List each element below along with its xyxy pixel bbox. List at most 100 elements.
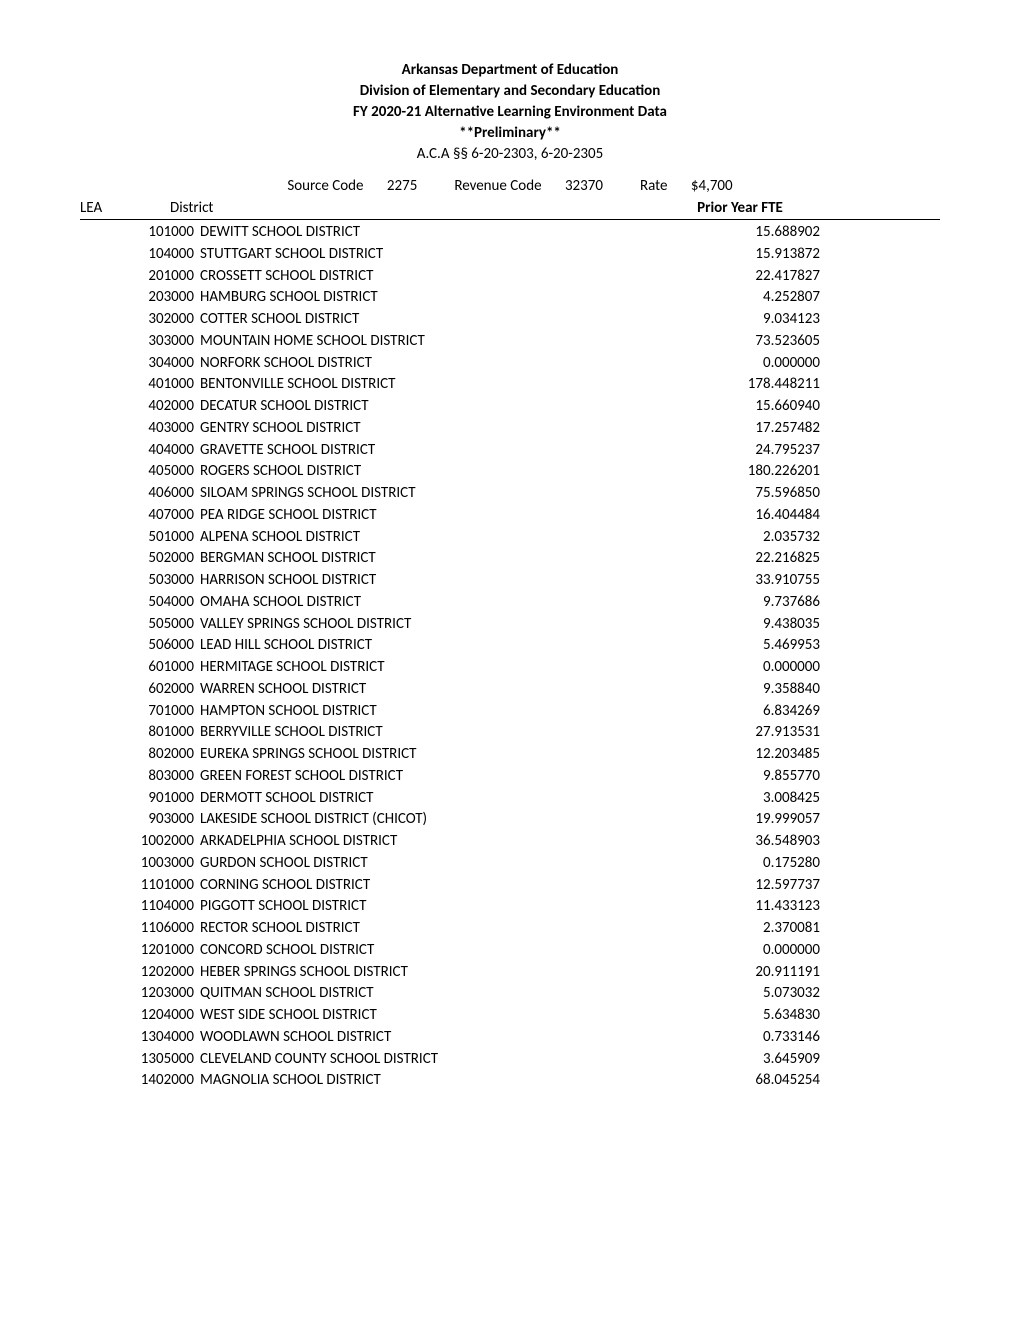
cell-lea: 203000 — [80, 287, 200, 309]
cell-lea: 302000 — [80, 309, 200, 331]
cell-fte: 19.999057 — [650, 809, 860, 831]
cell-fte: 9.438035 — [650, 614, 860, 636]
cell-fte: 0.733146 — [650, 1027, 860, 1049]
cell-lea: 1106000 — [80, 918, 200, 940]
rate-value: $4,700 — [691, 177, 733, 195]
table-row: 701000HAMPTON SCHOOL DISTRICT6.834269 — [80, 701, 940, 723]
table-row: 304000NORFORK SCHOOL DISTRICT0.000000 — [80, 353, 940, 375]
source-code-value: 2275 — [387, 177, 417, 195]
cell-fte: 12.597737 — [650, 875, 860, 897]
table-row: 1104000PIGGOTT SCHOOL DISTRICT11.433123 — [80, 896, 940, 918]
header-title-2: Division of Elementary and Secondary Edu… — [80, 81, 940, 102]
cell-district: HAMBURG SCHOOL DISTRICT — [200, 287, 650, 309]
table-row: 1201000CONCORD SCHOOL DISTRICT0.000000 — [80, 940, 940, 962]
cell-lea: 901000 — [80, 788, 200, 810]
cell-district: GENTRY SCHOOL DISTRICT — [200, 418, 650, 440]
header-statute: A.C.A §§ 6-20-2303, 6-20-2305 — [80, 144, 940, 165]
cell-fte: 15.913872 — [650, 244, 860, 266]
table-row: 502000BERGMAN SCHOOL DISTRICT22.216825 — [80, 548, 940, 570]
cell-fte: 20.911191 — [650, 962, 860, 984]
cell-district: GURDON SCHOOL DISTRICT — [200, 853, 650, 875]
table-row: 402000DECATUR SCHOOL DISTRICT15.660940 — [80, 396, 940, 418]
cell-fte: 178.448211 — [650, 374, 860, 396]
table-row: 401000BENTONVILLE SCHOOL DISTRICT178.448… — [80, 374, 940, 396]
cell-lea: 1305000 — [80, 1049, 200, 1071]
cell-district: CLEVELAND COUNTY SCHOOL DISTRICT — [200, 1049, 650, 1071]
cell-district: STUTTGART SCHOOL DISTRICT — [200, 244, 650, 266]
cell-district: PIGGOTT SCHOOL DISTRICT — [200, 896, 650, 918]
cell-lea: 803000 — [80, 766, 200, 788]
cell-lea: 1002000 — [80, 831, 200, 853]
cell-lea: 505000 — [80, 614, 200, 636]
cell-district: ALPENA SCHOOL DISTRICT — [200, 527, 650, 549]
cell-district: HARRISON SCHOOL DISTRICT — [200, 570, 650, 592]
cell-lea: 101000 — [80, 222, 200, 244]
cell-lea: 1202000 — [80, 962, 200, 984]
source-code-label: Source Code — [287, 177, 363, 195]
cell-fte: 16.404484 — [650, 505, 860, 527]
table-row: 404000GRAVETTE SCHOOL DISTRICT24.795237 — [80, 440, 940, 462]
cell-fte: 5.634830 — [650, 1005, 860, 1027]
cell-fte: 5.073032 — [650, 983, 860, 1005]
table-row: 1003000GURDON SCHOOL DISTRICT0.175280 — [80, 853, 940, 875]
cell-fte: 3.645909 — [650, 1049, 860, 1071]
column-header-lea: LEA — [80, 199, 130, 217]
table-row: 1002000ARKADELPHIA SCHOOL DISTRICT36.548… — [80, 831, 940, 853]
table-row: 1203000QUITMAN SCHOOL DISTRICT5.073032 — [80, 983, 940, 1005]
table-row: 1402000MAGNOLIA SCHOOL DISTRICT68.045254 — [80, 1070, 940, 1092]
revenue-code-label: Revenue Code — [454, 177, 541, 195]
table-row: 303000MOUNTAIN HOME SCHOOL DISTRICT73.52… — [80, 331, 940, 353]
cell-district: HAMPTON SCHOOL DISTRICT — [200, 701, 650, 723]
header-title-1: Arkansas Department of Education — [80, 60, 940, 81]
cell-fte: 73.523605 — [650, 331, 860, 353]
table-row: 405000ROGERS SCHOOL DISTRICT180.226201 — [80, 461, 940, 483]
rate-label: Rate — [640, 177, 668, 195]
cell-fte: 0.000000 — [650, 940, 860, 962]
table-row: 101000DEWITT SCHOOL DISTRICT15.688902 — [80, 222, 940, 244]
cell-district: RECTOR SCHOOL DISTRICT — [200, 918, 650, 940]
cell-district: SILOAM SPRINGS SCHOOL DISTRICT — [200, 483, 650, 505]
table-row: 1204000WEST SIDE SCHOOL DISTRICT5.634830 — [80, 1005, 940, 1027]
cell-lea: 502000 — [80, 548, 200, 570]
cell-fte: 0.000000 — [650, 353, 860, 375]
document-header: Arkansas Department of Education Divisio… — [80, 60, 940, 165]
table-row: 503000HARRISON SCHOOL DISTRICT33.910755 — [80, 570, 940, 592]
table-row: 505000VALLEY SPRINGS SCHOOL DISTRICT9.43… — [80, 614, 940, 636]
cell-fte: 2.370081 — [650, 918, 860, 940]
cell-fte: 0.175280 — [650, 853, 860, 875]
cell-lea: 303000 — [80, 331, 200, 353]
cell-lea: 406000 — [80, 483, 200, 505]
cell-district: MOUNTAIN HOME SCHOOL DISTRICT — [200, 331, 650, 353]
cell-lea: 1104000 — [80, 896, 200, 918]
table-row: 803000GREEN FOREST SCHOOL DISTRICT9.8557… — [80, 766, 940, 788]
cell-lea: 503000 — [80, 570, 200, 592]
cell-district: WOODLAWN SCHOOL DISTRICT — [200, 1027, 650, 1049]
cell-fte: 0.000000 — [650, 657, 860, 679]
table-row: 201000CROSSETT SCHOOL DISTRICT22.417827 — [80, 266, 940, 288]
table-row: 1202000HEBER SPRINGS SCHOOL DISTRICT20.9… — [80, 962, 940, 984]
table-row: 203000HAMBURG SCHOOL DISTRICT4.252807 — [80, 287, 940, 309]
table-row: 406000SILOAM SPRINGS SCHOOL DISTRICT75.5… — [80, 483, 940, 505]
cell-district: CROSSETT SCHOOL DISTRICT — [200, 266, 650, 288]
cell-district: LAKESIDE SCHOOL DISTRICT (CHICOT) — [200, 809, 650, 831]
table-row: 302000COTTER SCHOOL DISTRICT9.034123 — [80, 309, 940, 331]
cell-lea: 1101000 — [80, 875, 200, 897]
table-row: 407000PEA RIDGE SCHOOL DISTRICT16.404484 — [80, 505, 940, 527]
table-row: 1106000RECTOR SCHOOL DISTRICT2.370081 — [80, 918, 940, 940]
cell-lea: 402000 — [80, 396, 200, 418]
cell-fte: 9.737686 — [650, 592, 860, 614]
table-body: 101000DEWITT SCHOOL DISTRICT15.688902104… — [80, 222, 940, 1092]
cell-lea: 401000 — [80, 374, 200, 396]
cell-fte: 2.035732 — [650, 527, 860, 549]
cell-district: QUITMAN SCHOOL DISTRICT — [200, 983, 650, 1005]
cell-lea: 504000 — [80, 592, 200, 614]
table-row: 802000EUREKA SPRINGS SCHOOL DISTRICT12.2… — [80, 744, 940, 766]
cell-fte: 9.034123 — [650, 309, 860, 331]
cell-district: LEAD HILL SCHOOL DISTRICT — [200, 635, 650, 657]
cell-district: DECATUR SCHOOL DISTRICT — [200, 396, 650, 418]
table-row: 501000ALPENA SCHOOL DISTRICT2.035732 — [80, 527, 940, 549]
cell-district: GRAVETTE SCHOOL DISTRICT — [200, 440, 650, 462]
revenue-code-value: 32370 — [565, 177, 603, 195]
cell-fte: 11.433123 — [650, 896, 860, 918]
cell-fte: 75.596850 — [650, 483, 860, 505]
